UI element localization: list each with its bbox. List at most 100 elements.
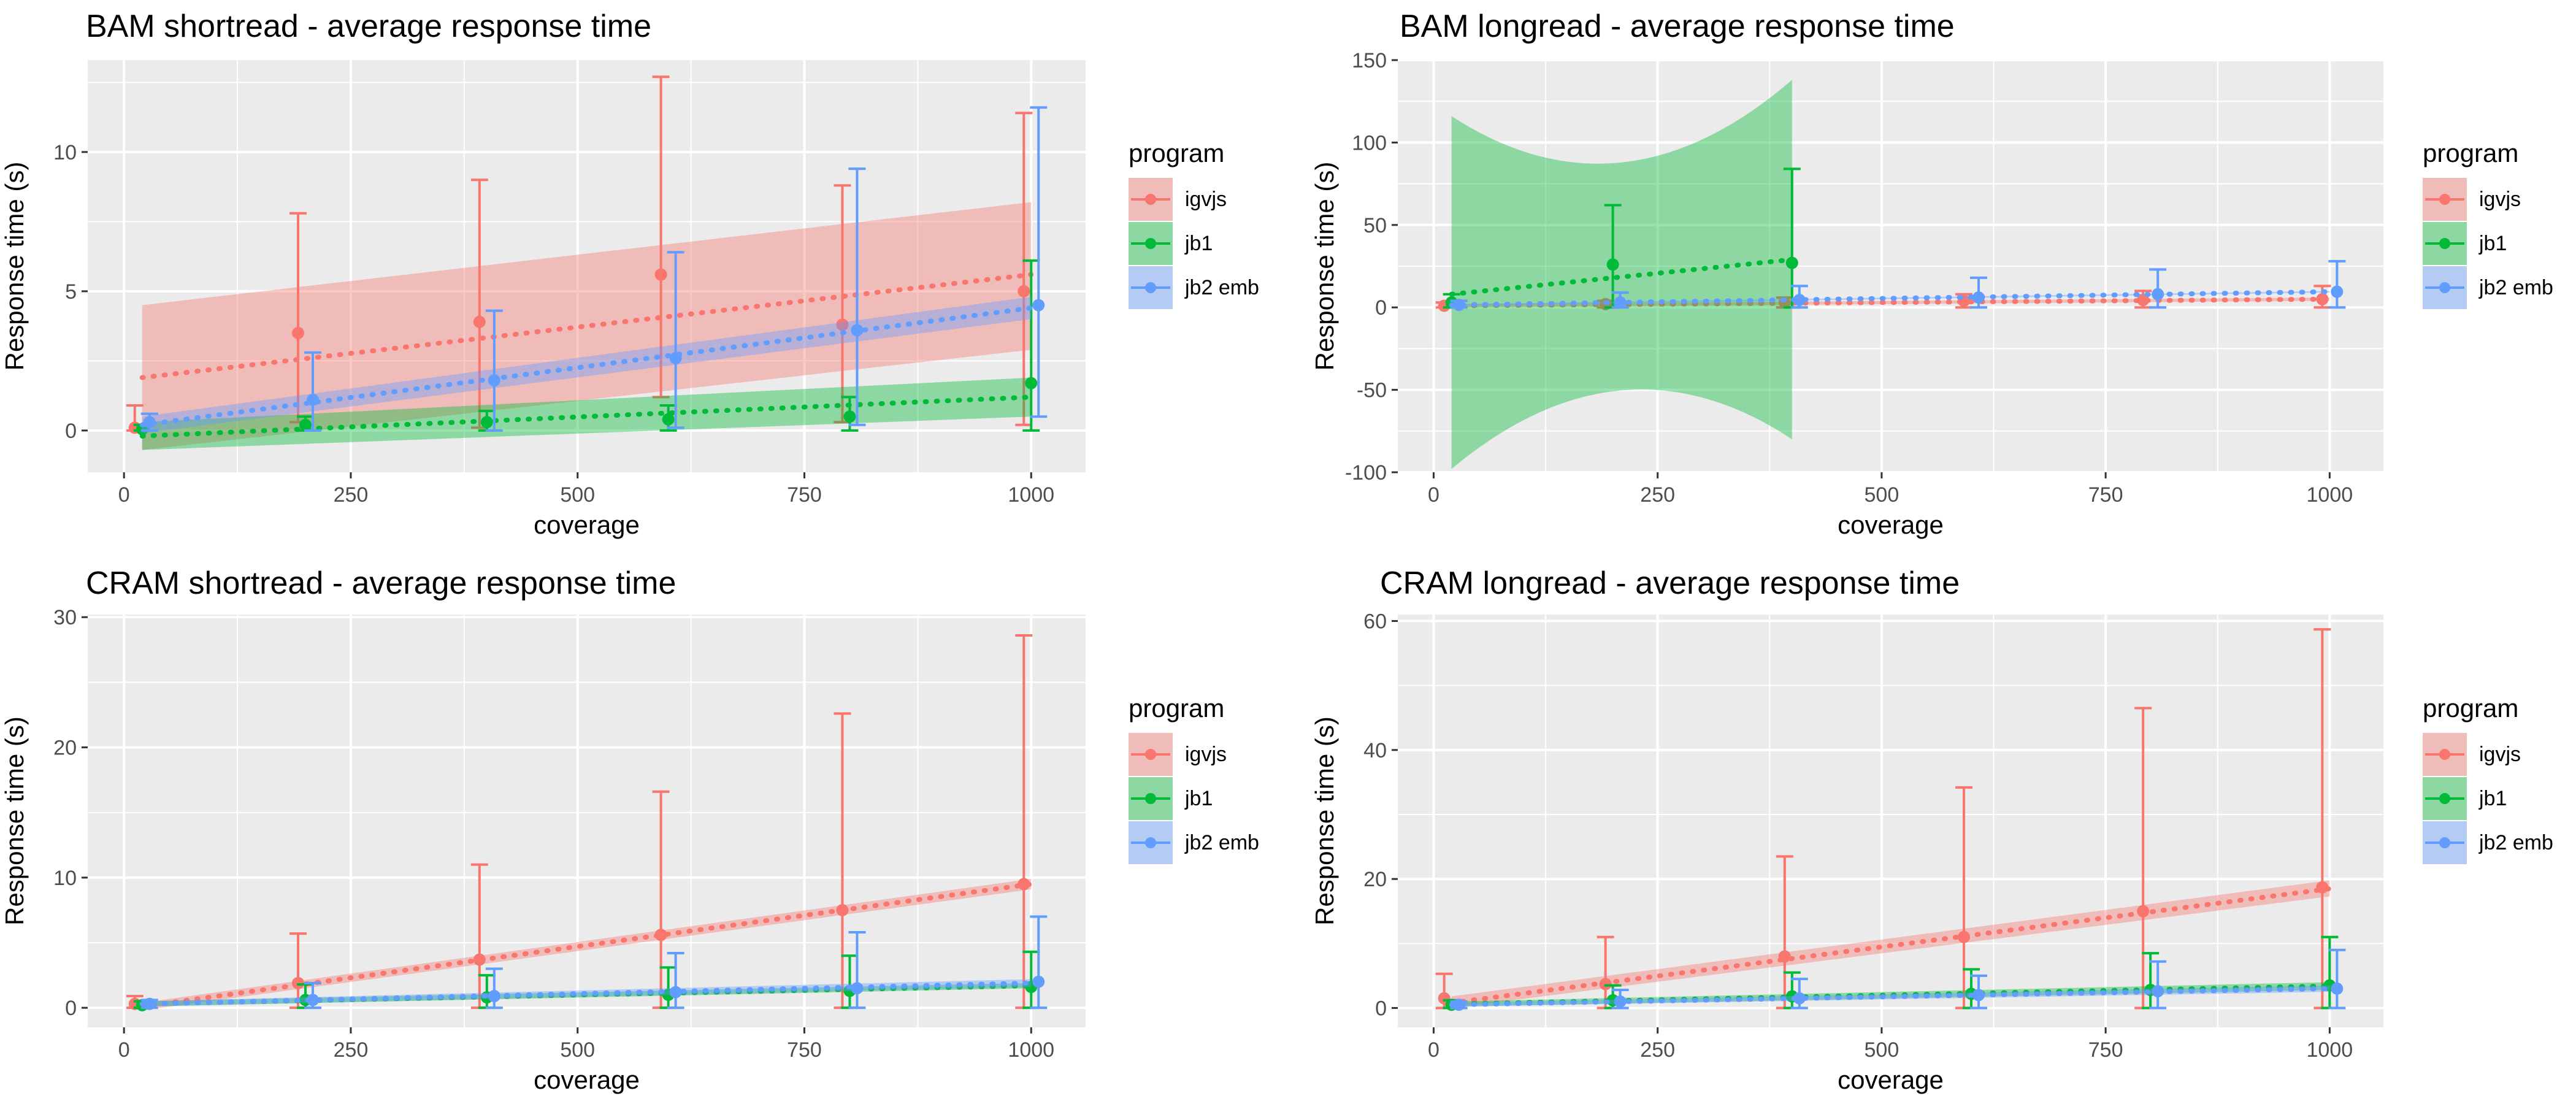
trend-line [1449,986,2333,1008]
data-point [306,994,319,1006]
data-point [473,953,486,966]
data-point [654,929,667,941]
data-point [2331,982,2344,995]
data-point [669,986,682,999]
legend-label: jb1 [1184,232,1213,255]
legend-label: jb1 [2478,232,2507,255]
data-layer [1435,628,2346,1011]
trend-line [1449,257,1795,297]
data-point [299,418,312,431]
series-igvjs [126,634,1034,1011]
data-point [488,374,500,387]
legend-key-point [1145,837,1156,848]
legend-key-point [1145,282,1156,293]
panel-background [1398,615,2383,1027]
y-tick-label: 10 [53,141,77,164]
legend-key-point [1145,793,1156,804]
data-point [1032,975,1045,988]
data-point [291,976,304,989]
data-layer [1435,80,2346,469]
data-point [473,315,486,328]
chart-title: BAM longread - average response time [1400,9,1955,44]
legend-key-point [1145,749,1156,760]
x-axis-label: coverage [1838,510,1944,539]
panel-background [88,60,1086,472]
legend-key-point [2439,793,2450,804]
series-jb2-emb [139,106,1048,434]
x-tick-label: 500 [1865,483,1899,507]
x-tick-label: 0 [118,1038,130,1062]
confidence-band [142,296,1032,434]
x-tick-label: 1000 [1008,483,1054,507]
legend-key-point [2439,282,2450,293]
legend-title: program [1129,694,1224,723]
y-tick-label: 5 [65,280,77,304]
y-axis-label: Response time (s) [0,716,29,926]
data-layer [126,634,1048,1011]
legend-label: jb2 emb [1184,831,1259,854]
x-tick-label: 500 [560,1038,595,1062]
data-point [2316,881,2329,894]
chart-title: CRAM longread - average response time [1380,565,1960,601]
y-tick-label: 20 [53,737,77,760]
data-point [1018,285,1030,297]
y-axis-label: Response time (s) [0,162,29,371]
y-tick-label: 60 [1363,610,1387,634]
data-point [1793,294,1806,307]
x-tick-label: 250 [334,483,369,507]
data-point [1452,299,1465,312]
series-igvjs [1435,285,2333,312]
legend-label: igvjs [2479,188,2521,211]
data-point [2152,288,2164,301]
data-point [480,416,493,429]
legend-key-point [1145,194,1156,205]
legend-label: igvjs [2479,743,2521,766]
legend-label: igvjs [1185,188,1227,211]
legend-key-point [2439,837,2450,848]
data-layer [126,75,1048,450]
y-axis-label: Response time (s) [1310,716,1339,926]
x-tick-label: 500 [560,483,595,507]
data-point [1957,930,1970,943]
chart-3: 0 250 500 750 1000 0 10 20 30 CRAM shortread - av… [0,565,1259,1094]
x-tick-label: 250 [1640,1038,1675,1062]
data-point [1025,377,1038,389]
y-tick-label: -100 [1345,461,1387,485]
x-tick-label: 0 [118,483,130,507]
legend-label: jb1 [2478,787,2507,810]
trend-line [1449,296,2333,309]
x-tick-label: 750 [2088,483,2123,507]
x-axis-label: coverage [534,510,640,539]
data-point [1599,978,1612,991]
chart-title: CRAM shortread - average response time [86,565,676,601]
legend-label: jb2 emb [2478,831,2553,854]
y-tick-label: 0 [1375,997,1387,1020]
x-tick-label: 1000 [2307,1038,2353,1062]
x-axis-label: coverage [1838,1065,1944,1094]
x-axis-label: coverage [534,1065,640,1094]
chart-title: BAM shortread - average response time [86,9,651,44]
data-point [1778,950,1791,963]
data-point [1785,256,1798,269]
y-tick-label: 20 [1363,868,1387,891]
confidence-band [142,202,1032,450]
x-tick-label: 0 [1428,1038,1439,1062]
data-point [306,393,319,406]
data-point [836,318,849,331]
trend-line [1449,289,2333,308]
legend: program igvjs jb1 jb2 emb [2423,694,2553,864]
data-point [143,997,156,1010]
y-tick-label: 0 [65,997,77,1020]
series-jb1 [133,259,1040,450]
legend: program igvjs jb1 jb2 emb [1129,694,1259,864]
legend-label: jb1 [1184,787,1213,810]
data-point [2137,294,2150,307]
x-tick-label: 1000 [2307,483,2353,507]
data-point [1032,299,1045,312]
series-jb2-emb [1449,948,2346,1011]
data-point [851,982,864,995]
x-tick-label: 750 [787,483,822,507]
panel-background [88,615,1086,1027]
legend-key-point [2439,238,2450,249]
